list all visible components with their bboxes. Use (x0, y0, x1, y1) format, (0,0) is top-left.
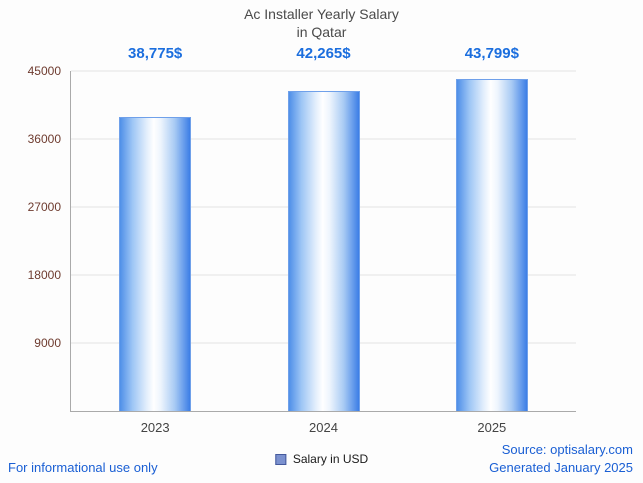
x-tick-label-2023: 2023 (140, 420, 170, 435)
chart-title: Ac Installer Yearly Salary in Qatar (0, 5, 643, 41)
plot-area: 38,775$ 2023 42,265$ 2024 43,799$ 2025 (70, 45, 576, 435)
gridline (71, 70, 576, 72)
legend: Salary in USD (274, 452, 369, 466)
source-text: Source: optisalary.com (501, 441, 633, 457)
chart-title-line1: Ac Installer Yearly Salary (244, 6, 399, 22)
x-tick-label-2024: 2024 (309, 420, 338, 435)
bar-2023 (119, 117, 192, 411)
y-tick-label: 18000 (27, 268, 61, 282)
bar-2024 (287, 90, 360, 411)
y-tick-label: 27000 (27, 200, 61, 214)
y-axis: 9000 18000 27000 36000 45000 (0, 64, 70, 411)
source-block: Source: optisalary.com Generated January… (489, 441, 633, 477)
bar-2025 (455, 79, 528, 411)
legend-marker-icon (274, 453, 286, 465)
generated-text: Generated January 2025 (489, 459, 633, 475)
value-label-2024: 42,265$ (296, 45, 351, 62)
y-tick-label: 36000 (27, 132, 61, 146)
y-tick-label: 9000 (34, 336, 61, 350)
informational-note: For informational use only (8, 460, 158, 475)
x-tick-label-2025: 2025 (477, 420, 507, 435)
legend-label: Salary in USD (292, 452, 369, 466)
value-label-2023: 38,775$ (128, 45, 183, 62)
y-tick-label: 45000 (27, 64, 61, 78)
chart-title-line2: in Qatar (296, 24, 347, 41)
value-label-2025: 43,799$ (464, 45, 519, 62)
